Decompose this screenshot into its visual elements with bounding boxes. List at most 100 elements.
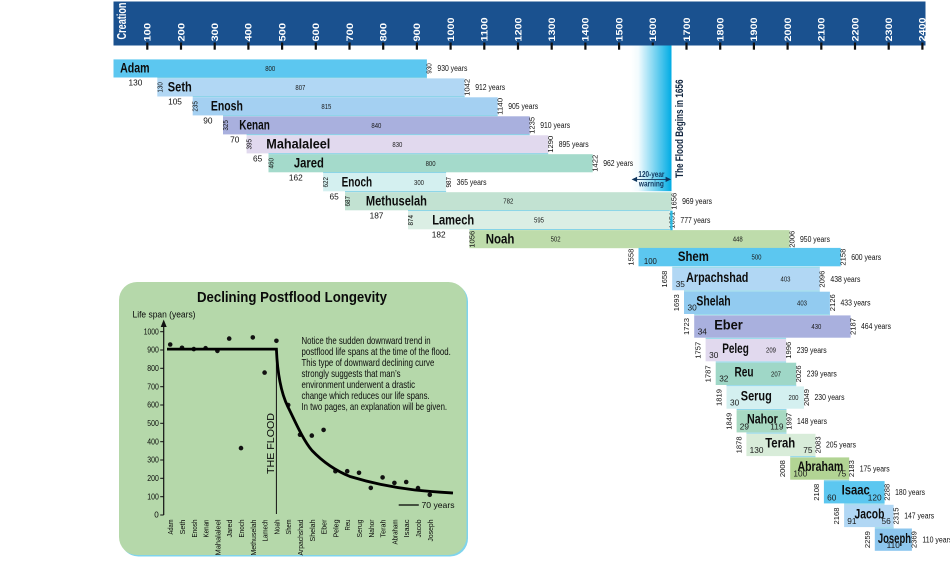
svg-text:2096: 2096 xyxy=(818,271,827,288)
svg-text:325: 325 xyxy=(221,120,230,130)
svg-text:Lamech: Lamech xyxy=(261,520,270,542)
svg-text:65: 65 xyxy=(253,153,263,163)
svg-text:Reu: Reu xyxy=(343,520,352,531)
svg-text:70: 70 xyxy=(230,135,240,145)
svg-text:830: 830 xyxy=(392,140,402,149)
svg-text:777 years: 777 years xyxy=(680,216,710,225)
svg-text:1787: 1787 xyxy=(704,365,713,382)
svg-text:1996: 1996 xyxy=(784,342,793,359)
svg-text:1000: 1000 xyxy=(144,327,159,336)
svg-text:Peleg: Peleg xyxy=(331,520,340,538)
svg-text:Terah: Terah xyxy=(765,435,795,450)
svg-text:1400: 1400 xyxy=(581,18,592,42)
svg-text:239 years: 239 years xyxy=(797,346,827,355)
svg-text:500: 500 xyxy=(147,419,159,428)
svg-text:Methuselah: Methuselah xyxy=(249,520,258,556)
svg-text:1500: 1500 xyxy=(614,18,625,42)
svg-text:460: 460 xyxy=(267,158,276,169)
svg-text:987: 987 xyxy=(444,177,453,188)
svg-text:Eber: Eber xyxy=(320,519,329,535)
svg-text:strongly suggests that man’s: strongly suggests that man’s xyxy=(302,368,401,380)
svg-text:207: 207 xyxy=(771,369,781,378)
svg-text:600: 600 xyxy=(147,401,159,410)
svg-text:Peleg: Peleg xyxy=(722,341,749,356)
svg-text:700: 700 xyxy=(345,23,356,42)
svg-text:1422: 1422 xyxy=(591,155,600,172)
svg-text:1849: 1849 xyxy=(725,413,734,430)
svg-text:900: 900 xyxy=(412,23,423,42)
svg-text:2300: 2300 xyxy=(884,18,895,42)
svg-text:Enoch: Enoch xyxy=(237,520,246,538)
svg-text:1300: 1300 xyxy=(547,18,558,42)
svg-text:120-year: 120-year xyxy=(638,170,664,179)
svg-text:Enoch: Enoch xyxy=(342,175,373,190)
svg-text:The Flood Begins in 1656: The Flood Begins in 1656 xyxy=(674,80,686,179)
svg-text:502: 502 xyxy=(551,235,561,244)
svg-text:2108: 2108 xyxy=(812,484,821,501)
svg-text:1235: 1235 xyxy=(528,117,537,134)
svg-text:Jacob: Jacob xyxy=(855,506,885,521)
svg-text:1558: 1558 xyxy=(627,249,636,266)
svg-text:930 years: 930 years xyxy=(437,64,467,73)
svg-text:180 years: 180 years xyxy=(895,488,925,497)
svg-text:35: 35 xyxy=(676,279,686,289)
svg-text:200: 200 xyxy=(147,474,159,483)
svg-text:403: 403 xyxy=(781,275,791,284)
svg-text:30: 30 xyxy=(730,397,740,407)
svg-text:800: 800 xyxy=(265,64,275,73)
svg-text:environment underwent a drasti: environment underwent a drastic xyxy=(302,379,416,391)
svg-text:2000: 2000 xyxy=(783,18,794,42)
svg-text:1042: 1042 xyxy=(463,79,472,96)
svg-text:433 years: 433 years xyxy=(841,299,871,308)
svg-text:187: 187 xyxy=(370,210,384,220)
svg-text:622: 622 xyxy=(321,177,330,188)
svg-text:30: 30 xyxy=(688,303,698,313)
svg-text:postflood life spans at the ti: postflood life spans at the time of the … xyxy=(302,346,451,358)
svg-text:56: 56 xyxy=(881,516,891,526)
svg-text:700: 700 xyxy=(147,382,159,391)
svg-text:209: 209 xyxy=(766,346,776,355)
svg-text:100: 100 xyxy=(143,23,154,42)
svg-text:895 years: 895 years xyxy=(559,140,589,149)
svg-text:34: 34 xyxy=(698,326,708,336)
svg-text:Jacob: Jacob xyxy=(414,520,423,538)
svg-text:448: 448 xyxy=(733,235,743,244)
svg-text:182: 182 xyxy=(432,229,446,239)
svg-text:Kenan: Kenan xyxy=(239,118,270,133)
svg-text:Jared: Jared xyxy=(294,156,324,171)
svg-text:Isaac: Isaac xyxy=(842,483,871,498)
svg-text:400: 400 xyxy=(244,23,255,42)
svg-text:930: 930 xyxy=(425,63,434,74)
svg-text:430: 430 xyxy=(811,322,821,331)
svg-text:0: 0 xyxy=(154,511,159,520)
svg-text:175 years: 175 years xyxy=(860,464,890,473)
svg-text:600 years: 600 years xyxy=(851,253,881,262)
svg-text:2200: 2200 xyxy=(850,18,861,42)
svg-text:2259: 2259 xyxy=(863,531,872,548)
svg-text:Creation: Creation xyxy=(114,2,129,39)
svg-text:100: 100 xyxy=(793,469,807,479)
svg-text:Joseph: Joseph xyxy=(426,520,435,542)
svg-text:Noah: Noah xyxy=(272,520,281,535)
svg-text:Notice the sudden downward tre: Notice the sudden downward trend in xyxy=(302,335,431,347)
svg-text:1757: 1757 xyxy=(694,342,703,359)
svg-text:2083: 2083 xyxy=(813,436,822,453)
svg-text:1000: 1000 xyxy=(446,18,457,42)
svg-text:30: 30 xyxy=(709,350,719,360)
svg-text:815: 815 xyxy=(321,102,331,111)
svg-text:2288: 2288 xyxy=(882,484,891,501)
svg-text:840: 840 xyxy=(371,121,381,130)
svg-text:1693: 1693 xyxy=(672,294,681,311)
svg-text:100: 100 xyxy=(644,256,657,266)
svg-text:Shem: Shem xyxy=(284,520,293,535)
svg-text:800: 800 xyxy=(426,159,436,168)
svg-text:Adam: Adam xyxy=(166,520,175,535)
svg-text:29: 29 xyxy=(740,421,750,431)
svg-text:1290: 1290 xyxy=(546,136,555,153)
svg-text:464 years: 464 years xyxy=(861,322,891,331)
svg-text:912 years: 912 years xyxy=(475,83,505,92)
svg-text:Serug: Serug xyxy=(741,388,772,403)
svg-text:100: 100 xyxy=(147,492,159,501)
svg-text:403: 403 xyxy=(797,298,807,307)
svg-text:1056: 1056 xyxy=(467,231,476,248)
